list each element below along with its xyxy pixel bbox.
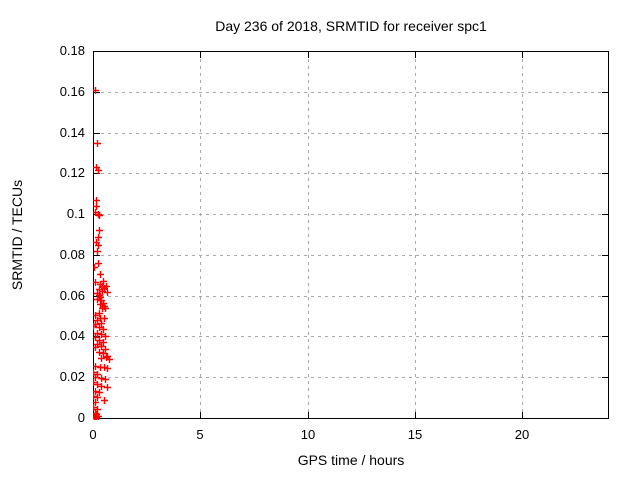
data-point-marker xyxy=(94,406,101,413)
data-point-marker xyxy=(102,333,109,340)
data-point-marker xyxy=(100,339,107,346)
data-point-marker xyxy=(98,375,105,382)
data-point-marker xyxy=(97,271,104,278)
data-point-marker xyxy=(101,397,108,404)
plot-frame xyxy=(93,51,609,419)
data-point-marker xyxy=(93,344,99,351)
data-point-marker xyxy=(93,374,99,381)
data-point-marker xyxy=(93,414,100,420)
data-point-marker xyxy=(96,389,103,396)
data-point-marker xyxy=(93,323,97,330)
data-point-marker xyxy=(96,212,103,219)
data-point-marker xyxy=(102,376,109,383)
y-tick-label: 0.02 xyxy=(59,369,85,384)
data-point-marker xyxy=(98,320,105,327)
data-point-marker xyxy=(93,279,99,286)
data-point-marker xyxy=(94,394,101,401)
data-point-marker xyxy=(97,301,104,308)
data-point-marker xyxy=(94,248,101,255)
data-point-marker xyxy=(93,312,99,319)
data-point-marker xyxy=(93,197,100,204)
data-point-marker xyxy=(93,363,99,370)
data-point-marker xyxy=(93,388,99,395)
data-point-marker xyxy=(93,415,99,420)
y-tick-label: 0.18 xyxy=(59,43,85,58)
data-point-marker xyxy=(98,383,105,390)
data-point-marker xyxy=(94,140,101,147)
data-point-marker xyxy=(97,364,104,371)
data-point-marker xyxy=(101,285,108,292)
x-tick-label: 20 xyxy=(514,427,530,442)
data-point-marker xyxy=(104,384,111,391)
x-tick-label: 15 xyxy=(407,427,423,442)
data-point-marker xyxy=(98,355,105,362)
data-point-marker xyxy=(94,330,101,337)
data-point-marker xyxy=(96,349,103,356)
data-point-marker xyxy=(99,305,106,312)
y-tick-label: 0.08 xyxy=(59,247,85,262)
data-point-marker xyxy=(95,242,102,249)
data-point-marker xyxy=(96,310,103,317)
data-point-marker xyxy=(93,393,97,400)
data-point-marker xyxy=(93,87,99,94)
data-point-marker xyxy=(104,365,111,372)
data-point-marker xyxy=(94,381,101,388)
data-point-marker xyxy=(106,356,113,363)
data-point-marker xyxy=(101,315,108,322)
y-tick-label: 0.16 xyxy=(59,84,85,99)
y-axis-title: SRMTID / TECUs xyxy=(9,179,25,291)
x-tick-label: 5 xyxy=(196,427,204,442)
plot-area xyxy=(93,51,609,420)
data-point-marker xyxy=(100,350,107,357)
chart-title: Day 236 of 2018, SRMTID for receiver spc… xyxy=(215,18,487,34)
data-point-marker xyxy=(95,234,102,241)
data-point-marker xyxy=(96,337,103,344)
data-point-marker xyxy=(95,167,102,174)
data-point-marker xyxy=(93,334,99,341)
y-tick-label: 0.14 xyxy=(59,125,85,140)
data-point-marker xyxy=(94,317,101,324)
y-tick-label: 0.12 xyxy=(59,165,85,180)
data-point-marker xyxy=(96,227,103,234)
data-point-marker xyxy=(100,326,107,333)
x-tick-label: 0 xyxy=(89,427,97,442)
y-tick-label: 0.04 xyxy=(59,328,85,343)
data-point-marker xyxy=(93,264,98,271)
data-point-marker xyxy=(95,260,102,267)
scatter-series-srmtid xyxy=(93,87,113,420)
data-point-marker xyxy=(95,211,102,218)
data-point-marker xyxy=(93,203,100,210)
x-tick-label: 10 xyxy=(300,427,316,442)
y-tick-label: 0.1 xyxy=(66,206,85,221)
data-point-marker xyxy=(93,399,99,406)
x-axis-title: GPS time / hours xyxy=(297,452,405,468)
data-point-marker xyxy=(94,296,101,303)
data-point-marker xyxy=(96,324,103,331)
data-point-marker xyxy=(98,331,105,338)
data-point-marker xyxy=(102,346,109,353)
data-point-marker xyxy=(93,369,97,376)
data-point-marker xyxy=(93,379,97,386)
y-tick-label: 0 xyxy=(77,410,85,425)
y-tick-label: 0.06 xyxy=(59,288,85,303)
data-point-marker xyxy=(98,343,105,350)
data-point-marker xyxy=(104,289,111,296)
data-point-marker xyxy=(93,404,97,411)
